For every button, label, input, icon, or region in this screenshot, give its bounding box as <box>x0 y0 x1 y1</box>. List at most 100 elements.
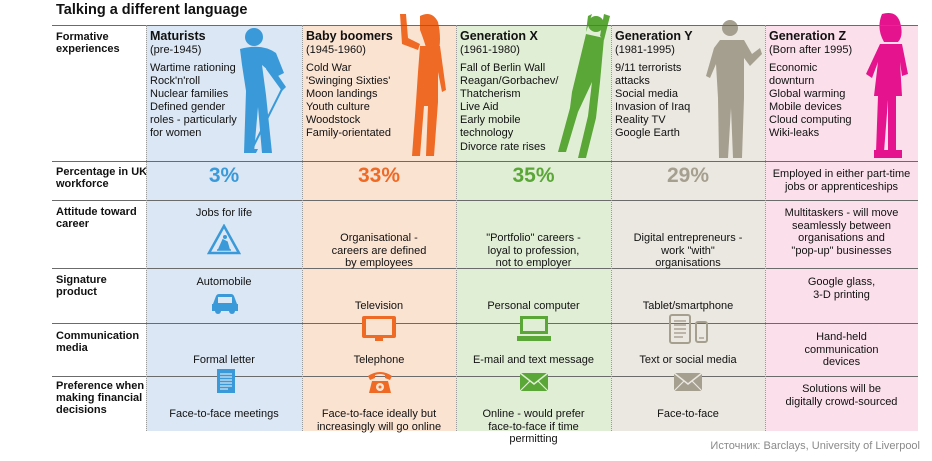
letter-icon <box>217 369 235 393</box>
list-item: Nuclear families <box>150 88 229 101</box>
divider <box>765 25 766 431</box>
list-item: Moon landings <box>306 88 378 101</box>
workforce-status: Employed in either part-time jobs or app… <box>765 168 918 193</box>
text-line: Multitaskers - will move <box>784 207 899 219</box>
list-item: technology <box>460 127 514 140</box>
divider <box>52 200 918 201</box>
text-line: Google glass, <box>807 276 876 288</box>
text-line: Digital entrepreneurs - <box>633 232 743 244</box>
generation-years: (pre-1945) <box>150 44 202 56</box>
generation-name: Generation Z <box>769 29 847 43</box>
formative-experiences-list: Wartime rationing Rock'n'roll Nuclear fa… <box>150 62 237 141</box>
career-attitude: Digital entrepreneurs - work "with" orga… <box>611 232 765 270</box>
workforce-percentage: 33% <box>357 164 401 187</box>
signature-product: Personal computer <box>487 300 580 312</box>
communication-media: Formal letter <box>146 354 302 367</box>
generation-baby-boomers: Baby boomers (1945-1960) Cold War 'Swing… <box>302 25 456 433</box>
text-line: work "with" <box>661 244 715 257</box>
text-line: loyal to profession, <box>487 244 580 257</box>
communication-media: Hand-held communication devices <box>765 331 918 369</box>
text-line: Text or social media <box>639 354 737 366</box>
list-item: Family-orientated <box>306 127 391 140</box>
financial-preference: Solutions will be digitally crowd-source… <box>765 383 918 408</box>
row-label-financial: Preference when making financial decisio… <box>56 380 145 416</box>
list-item: Global warming <box>769 88 846 101</box>
list-item: Live Aid <box>460 101 499 114</box>
television-icon <box>362 316 396 341</box>
golfer-silhouette-icon <box>240 28 286 153</box>
text-line: Face-to-face ideally but <box>321 408 437 420</box>
divider <box>52 268 918 269</box>
signature-product: Automobile <box>196 276 252 288</box>
financial-preference: Face-to-face ideally but increasingly wi… <box>302 408 456 433</box>
car-icon <box>212 294 238 314</box>
row-label-attitude: Attitude toward career <box>56 206 137 230</box>
text-line: jobs or apprenticeships <box>784 180 899 193</box>
divider <box>611 25 612 431</box>
text-line: Online - would prefer <box>482 408 585 420</box>
list-item: Youth culture <box>306 101 370 114</box>
text-line: face-to-face if time <box>488 420 579 433</box>
list-item: Cloud computing <box>769 114 852 127</box>
workforce-percentage: 29% <box>666 164 710 187</box>
text-line: permitting <box>509 433 558 445</box>
generation-z: Generation Z (Born after 1995) Economic … <box>765 25 918 431</box>
row-label-percentage: Percentage in UK workforce <box>56 166 148 190</box>
row-labels: Formative experiences Percentage in UK w… <box>52 25 148 431</box>
career-attitude: "Portfolio" careers - loyal to professio… <box>456 232 611 270</box>
text-line: organisations and <box>798 232 885 244</box>
formative-experiences-list: 9/11 terrorists attacks Social media Inv… <box>615 62 690 141</box>
divider <box>456 25 457 431</box>
divider <box>52 161 918 162</box>
list-item: Reagan/Gorbachev/ <box>460 75 559 88</box>
telephone-icon <box>368 372 392 393</box>
dancer-silhouette-icon <box>558 14 610 158</box>
list-item: Divorce rate rises <box>460 140 546 153</box>
text-line: communication <box>804 343 879 356</box>
generation-years: (1961-1980) <box>460 44 520 56</box>
divider <box>52 25 918 26</box>
computer-icon <box>517 316 551 341</box>
communication-media: Text or social media <box>611 354 765 367</box>
text-line: by employees <box>345 257 413 269</box>
generation-years: (Born after 1995) <box>769 44 853 56</box>
list-item: 'Swinging Sixties' <box>306 75 391 88</box>
text-line: digitally crowd-sourced <box>785 395 898 408</box>
financial-preference: Online - would prefer face-to-face if ti… <box>456 408 611 446</box>
career-attitude: Organisational - careers are defined by … <box>302 232 456 270</box>
list-item: roles - particularly <box>150 114 237 127</box>
source-credit: Источник: Barclays, University of Liverp… <box>710 440 920 452</box>
formative-experiences-list: Economic downturn Global warming Mobile … <box>769 62 852 141</box>
generation-name: Generation Y <box>615 29 693 43</box>
text-line: Jobs for life <box>195 207 253 219</box>
divider <box>302 25 303 431</box>
communication-media: Telephone <box>302 354 456 367</box>
row-label-product: Signature product <box>56 274 107 298</box>
text-line: devices <box>822 356 861 368</box>
list-item: Early mobile <box>460 114 521 127</box>
career-attitude: Jobs for life <box>146 207 302 220</box>
email-icon <box>519 372 549 392</box>
text-line: careers are defined <box>331 244 427 257</box>
list-item: Woodstock <box>306 114 361 127</box>
text-line: Organisational - <box>340 232 418 244</box>
text-line: E-mail and text message <box>472 354 595 366</box>
text-line: Solutions will be <box>802 383 881 395</box>
text-line: Telephone <box>353 354 405 366</box>
row-label-formative: Formative experiences <box>56 31 120 55</box>
text-line: Face-to-face meetings <box>169 408 279 420</box>
generation-y: Generation Y (1981-1995) 9/11 terrorists… <box>611 25 765 431</box>
generation-name: Maturists <box>150 29 206 43</box>
list-item: Reality TV <box>615 114 666 127</box>
teenager-silhouette-icon <box>866 13 908 158</box>
generation-name: Baby boomers <box>306 29 393 43</box>
signature-product: Google glass, 3-D printing <box>765 276 918 301</box>
divider <box>52 323 918 324</box>
formative-experiences-list: Cold War 'Swinging Sixties' Moon landing… <box>306 62 391 141</box>
list-item: Cold War <box>306 62 352 74</box>
text-line: Formal letter <box>193 354 255 366</box>
divider <box>52 376 918 377</box>
infographic-title: Talking a different language <box>56 2 248 18</box>
signature-product: Television <box>354 300 404 312</box>
list-item: Wiki-leaks <box>769 127 820 140</box>
